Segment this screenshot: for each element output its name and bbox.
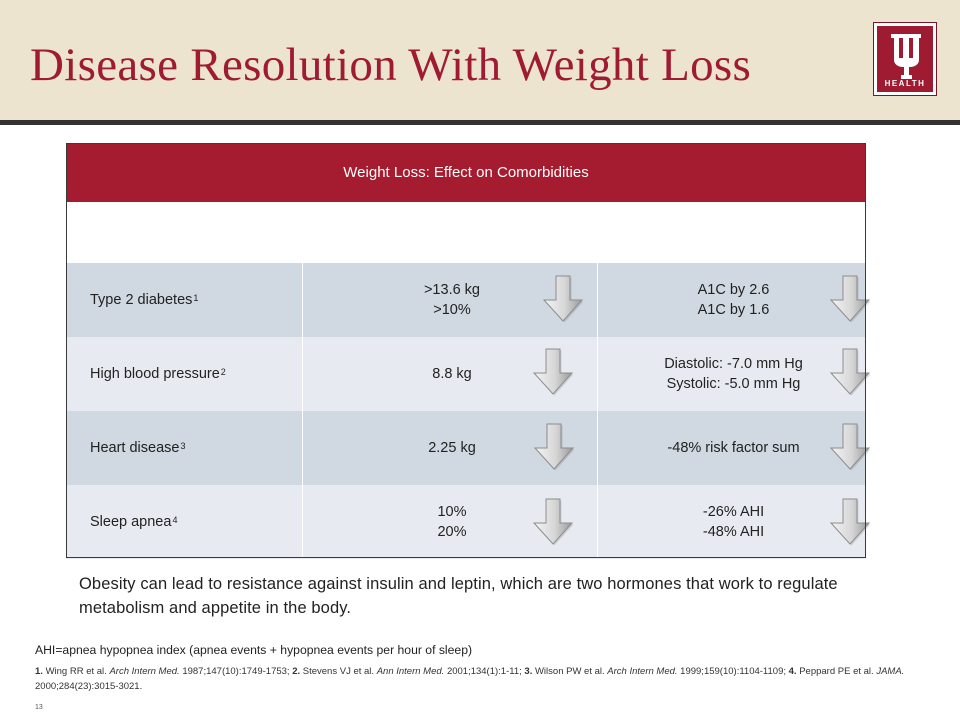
logo-emblem: HEALTH	[877, 26, 933, 92]
weight-loss-cell: 10% 20%	[302, 485, 602, 559]
effect-line-1: A1C by 2.6	[697, 282, 770, 298]
effect-cell: A1C by 2.6 A1C by 1.6	[601, 263, 866, 337]
condition-name: High blood pressure	[90, 366, 220, 382]
reference-journal: JAMA.	[876, 666, 905, 677]
table-row: Type 2 diabetes 1 >13.6 kg >10% A1C by 2.6…	[66, 263, 871, 337]
reference-marker: 2	[220, 367, 226, 377]
condition-cell: Sleep apnea 4	[90, 485, 177, 559]
reference-number: 2.	[292, 666, 303, 677]
effect-line-1: Diastolic: -7.0 mm Hg	[664, 356, 803, 372]
reference-number: 3.	[524, 666, 535, 677]
condition-cell: Heart disease 3	[90, 411, 185, 485]
table-column-header-row	[66, 202, 866, 263]
effect-cell: -48% risk factor sum	[601, 411, 866, 485]
reference-journal: Ann Intern Med.	[376, 666, 447, 677]
reference-item: 2. Stevens VJ et al. Ann Intern Med. 200…	[292, 666, 524, 677]
reference-authors: Wilson PW et al.	[534, 666, 608, 677]
reference-number: 1.	[35, 666, 46, 677]
effect-cell: -26% AHI -48% AHI	[601, 485, 866, 559]
weight-loss-cell: 2.25 kg	[302, 411, 602, 485]
banner-divider	[0, 120, 960, 125]
title-banner	[0, 0, 960, 120]
reference-citation: 1999;159(10):1104-1109;	[680, 666, 789, 677]
table-row: Heart disease 3 2.25 kg -48% risk factor …	[66, 411, 871, 485]
weight-line-1: 2.25 kg	[428, 440, 476, 456]
iu-health-logo: HEALTH	[873, 22, 937, 96]
reference-item: 3. Wilson PW et al. Arch Intern Med. 199…	[524, 666, 788, 677]
body-text: Obesity can lead to resistance against i…	[79, 575, 838, 617]
down-arrow-icon	[532, 422, 576, 472]
condition-name: Heart disease	[90, 440, 180, 456]
down-arrow-icon	[828, 422, 872, 472]
table-heading: Weight Loss: Effect on Comorbidities	[66, 143, 866, 202]
column-divider	[302, 263, 303, 558]
reference-marker: 4	[172, 515, 178, 525]
logo-label: HEALTH	[884, 79, 926, 88]
weight-line-2: >10%	[433, 302, 471, 318]
condition-name: Sleep apnea	[90, 514, 172, 530]
down-arrow-icon	[828, 347, 872, 397]
effect-line-2: -48% AHI	[702, 524, 765, 540]
reference-journal: Arch Intern Med.	[607, 666, 681, 677]
reference-citation: 2001;134(1):1-11;	[446, 666, 525, 677]
down-arrow-icon	[828, 497, 872, 547]
down-arrow-icon	[828, 274, 872, 324]
column-divider	[597, 263, 598, 558]
slide-title: Disease Resolution With Weight Loss	[30, 39, 752, 91]
abbreviation-note: AHI=apnea hypopnea index (apnea events +…	[35, 643, 473, 657]
reference-citation: 2000;284(23):3015-3021.	[35, 681, 143, 692]
comorbidities-table: Weight Loss: Effect on Comorbidities Typ…	[66, 143, 871, 559]
reference-number: 4.	[788, 666, 800, 677]
reference-authors: Peppard PE et al.	[799, 666, 877, 677]
table-row: High blood pressure 2 8.8 kg Diastolic: -…	[66, 337, 871, 411]
effect-line-1: -48% risk factor sum	[667, 440, 800, 456]
effect-line-2: Systolic: -5.0 mm Hg	[666, 376, 801, 392]
references: 1. Wing RR et al. Arch Intern Med. 1987;…	[35, 664, 915, 694]
reference-item: 4. Peppard PE et al. JAMA. 2000;284(23):…	[35, 666, 904, 692]
down-arrow-icon	[531, 497, 575, 547]
condition-cell: High blood pressure 2	[90, 337, 226, 411]
effect-cell: Diastolic: -7.0 mm Hg Systolic: -5.0 mm H…	[601, 337, 866, 411]
page-number: 13	[35, 704, 43, 711]
effect-line-2: A1C by 1.6	[697, 302, 770, 318]
weight-line-1: 8.8 kg	[432, 366, 472, 382]
effect-line-1: -26% AHI	[702, 504, 765, 520]
trident-icon	[891, 34, 921, 79]
weight-line-1: 10%	[437, 504, 467, 520]
reference-item: 1. Wing RR et al. Arch Intern Med. 1987;…	[35, 666, 292, 677]
reference-journal: Arch Intern Med.	[109, 666, 183, 677]
weight-loss-cell: >13.6 kg >10%	[302, 263, 602, 337]
reference-authors: Wing RR et al.	[45, 666, 110, 677]
reference-marker: 3	[180, 441, 186, 451]
condition-name: Type 2 diabetes	[90, 292, 193, 308]
weight-line-2: 20%	[437, 524, 467, 540]
condition-cell: Type 2 diabetes 1	[90, 263, 198, 337]
down-arrow-icon	[531, 347, 575, 397]
reference-citation: 1987;147(10):1749-1753;	[182, 666, 293, 677]
table-row: Sleep apnea 4 10% 20% -26% AHI -48% AHI	[66, 485, 871, 559]
reference-marker: 1	[193, 293, 199, 303]
weight-line-1: >13.6 kg	[423, 282, 481, 298]
down-arrow-icon	[541, 274, 585, 324]
weight-loss-cell: 8.8 kg	[302, 337, 602, 411]
reference-authors: Stevens VJ et al.	[302, 666, 377, 677]
